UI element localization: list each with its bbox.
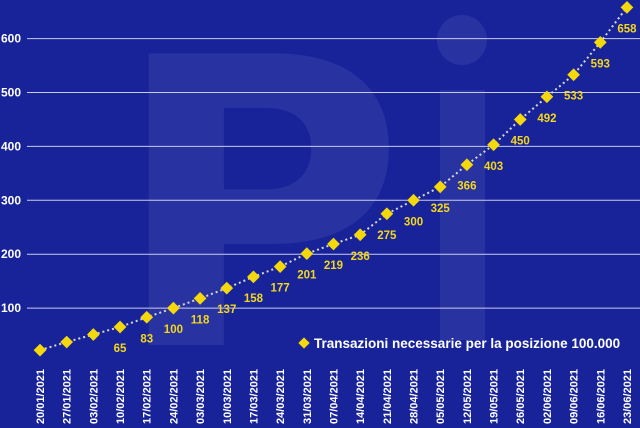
- data-label: 100: [164, 324, 183, 336]
- x-tick-label: 27/01/2021: [62, 369, 74, 424]
- x-tick-label: 09/06/2021: [569, 369, 581, 424]
- data-label: 219: [324, 260, 343, 272]
- data-label: 366: [457, 181, 476, 193]
- legend-marker-icon: [298, 337, 310, 349]
- watermark-logo: P: [112, 0, 487, 428]
- y-tick-label: 400: [1, 139, 21, 153]
- x-tick-label: 07/04/2021: [328, 369, 340, 424]
- x-tick-label: 17/02/2021: [142, 369, 154, 424]
- data-point: [33, 343, 47, 357]
- data-point: [167, 301, 180, 315]
- x-tick-label: 24/02/2021: [168, 369, 180, 424]
- data-label: 403: [484, 161, 503, 173]
- x-tick-label: 26/05/2021: [515, 369, 527, 424]
- data-point: [353, 228, 367, 242]
- data-point: [193, 292, 207, 305]
- data-point: [247, 270, 260, 284]
- data-label: 201: [297, 270, 317, 282]
- x-tick-label: 05/05/2021: [435, 369, 447, 424]
- x-tick-label: 31/03/2021: [302, 369, 314, 424]
- x-tick-label: 02/06/2021: [542, 369, 554, 424]
- data-point: [460, 158, 474, 172]
- data-label: 236: [351, 251, 370, 263]
- data-point: [433, 180, 447, 194]
- data-label: 450: [511, 135, 530, 147]
- data-label: 533: [564, 91, 583, 103]
- data-label: 158: [244, 293, 264, 305]
- legend: Transazioni necessarie per la posizione …: [298, 336, 620, 351]
- series-path: [39, 6, 628, 352]
- x-tick-label: 10/03/2021: [222, 369, 234, 424]
- x-tick-label: 16/06/2021: [595, 369, 607, 424]
- data-label: 118: [191, 314, 210, 326]
- data-label: 275: [377, 230, 397, 242]
- y-axis: 100 200 300 400 500 600: [1, 32, 21, 316]
- data-label: 300: [404, 216, 423, 228]
- x-tick-label: 10/02/2021: [115, 369, 127, 424]
- data-point: [60, 335, 74, 349]
- legend-label: Transazioni necessarie per la posizione …: [314, 336, 620, 351]
- x-tick-label: 19/05/2021: [489, 369, 501, 424]
- data-point: [407, 193, 420, 207]
- x-tick-label: 24/03/2021: [275, 369, 287, 424]
- y-tick-label: 600: [1, 32, 21, 46]
- x-tick-label: 28/04/2021: [409, 369, 421, 424]
- data-label: 65: [114, 343, 127, 355]
- y-tick-label: 300: [1, 193, 21, 207]
- watermark-i-dot: [437, 15, 487, 65]
- y-tick-label: 200: [1, 247, 21, 261]
- data-label: 492: [537, 113, 556, 125]
- x-axis: 20/01/2021 27/01/2021 03/02/2021 10/02/2021…: [35, 369, 634, 424]
- data-label: 177: [271, 283, 290, 295]
- data-point: [620, 0, 634, 14]
- x-tick-label: 14/04/2021: [355, 369, 367, 424]
- data-point: [220, 281, 234, 295]
- x-tick-label: 23/06/2021: [622, 369, 634, 424]
- watermark-i-stem: [440, 90, 485, 340]
- x-tick-label: 21/04/2021: [382, 369, 394, 424]
- x-tick-label: 17/03/2021: [248, 369, 260, 424]
- x-tick-label: 03/03/2021: [195, 369, 207, 424]
- data-label: 137: [217, 304, 236, 316]
- x-tick-label: 20/01/2021: [35, 369, 47, 424]
- data-point: [327, 237, 340, 251]
- data-point: [86, 328, 100, 341]
- data-label: 325: [431, 203, 451, 215]
- data-point: [487, 138, 500, 152]
- data-point: [273, 260, 287, 273]
- data-point: [113, 320, 127, 334]
- x-tick-label: 12/05/2021: [462, 369, 474, 424]
- data-point: [380, 207, 394, 221]
- gridlines: [27, 38, 640, 309]
- data-point: [140, 310, 154, 324]
- x-tick-label: 03/02/2021: [88, 369, 100, 424]
- data-label: 658: [617, 23, 637, 35]
- series-line: 65 83 100 118 137 158 177 201 219 236 275 300 325 366…: [33, 0, 637, 357]
- data-point: [300, 247, 314, 261]
- data-label: 593: [591, 58, 610, 70]
- y-tick-label: 100: [1, 301, 21, 315]
- y-tick-label: 500: [1, 86, 21, 100]
- watermark-text: P: [112, 0, 405, 428]
- data-label: 83: [140, 333, 153, 345]
